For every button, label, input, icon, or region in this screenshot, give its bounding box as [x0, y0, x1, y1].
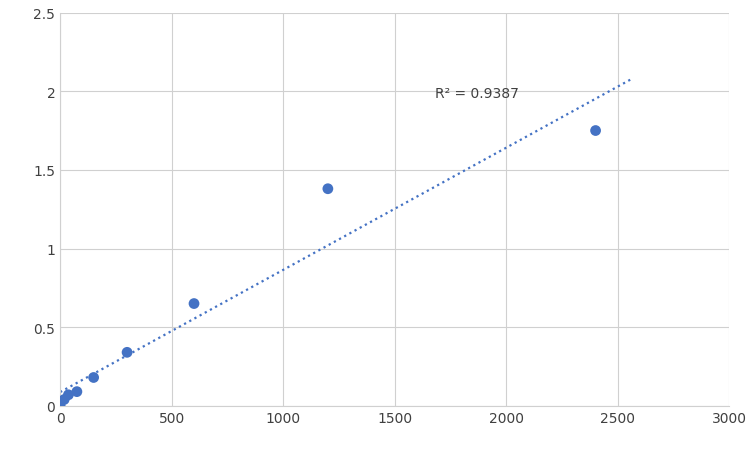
Point: [87, 374, 99, 381]
Point: [322, 186, 334, 193]
Point: [54, 402, 66, 410]
Point: [121, 349, 133, 356]
Point: [590, 128, 602, 135]
Point: [71, 388, 83, 396]
Point: [58, 396, 70, 403]
Point: [62, 391, 74, 399]
Text: R² = 0.9387: R² = 0.9387: [435, 87, 519, 101]
Point: [188, 300, 200, 308]
